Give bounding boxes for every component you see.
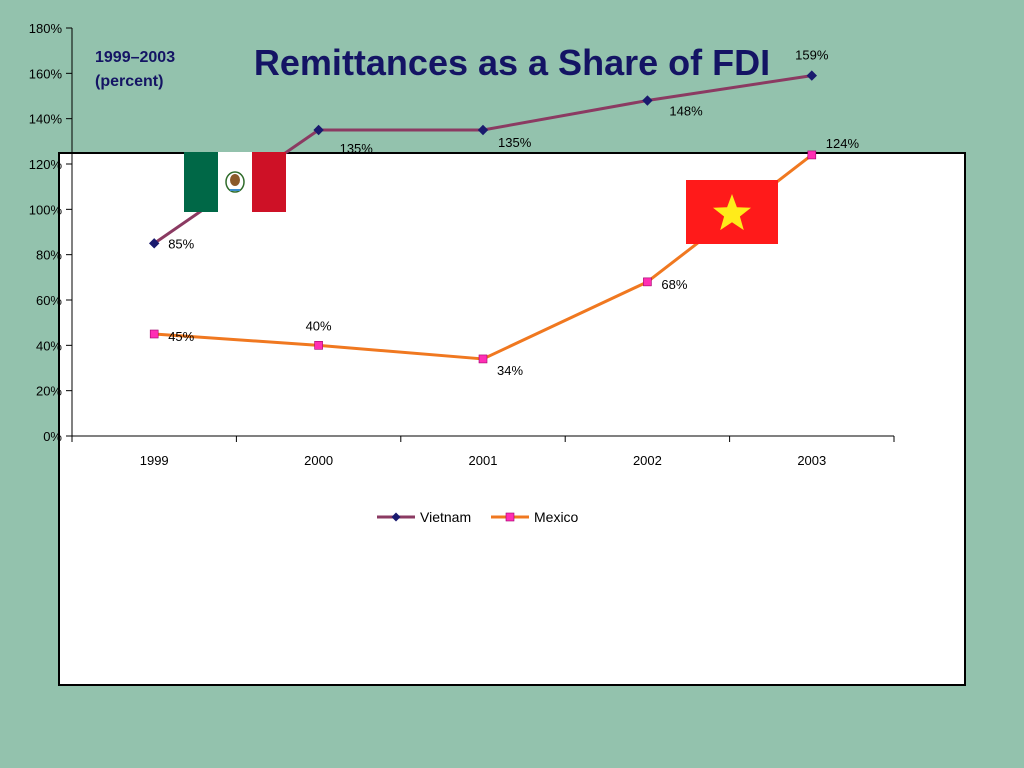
data-label-mexico: 124% [826, 136, 860, 151]
chart-frame [58, 152, 966, 686]
data-point-vietnam [477, 124, 489, 136]
chart-axes: 0% 20% 40% 60% 80% 100% 120% 140% 160% 180% 1999 20… [29, 21, 895, 468]
y-tick-label: 160% [29, 66, 63, 81]
slide-title: Remittances as a Share of FDI [253, 42, 771, 83]
data-label-vietnam: 159% [795, 48, 829, 63]
data-label-mexico: 68% [661, 277, 687, 292]
y-tick-label: 80% [36, 248, 62, 263]
mexico-coat-of-arms-icon [225, 171, 245, 193]
legend-label-mexico: Mexico [534, 509, 579, 525]
x-tick-label: 2000 [304, 453, 333, 468]
y-tick-label: 100% [29, 202, 63, 217]
y-tick-label: 140% [29, 112, 63, 127]
y-tick-label: 60% [36, 293, 62, 308]
inset-label-line-1: 1999–2003 [95, 49, 175, 66]
data-label-mexico: 45% [168, 329, 194, 344]
data-point-mexico [149, 329, 159, 339]
data-label-vietnam: 85% [168, 236, 194, 251]
data-point-vietnam [313, 124, 324, 136]
x-tick-label: 2002 [633, 453, 662, 468]
vietnam-flag [686, 180, 778, 244]
data-point-vietnam [806, 70, 818, 81]
data-label-vietnam: 135% [498, 135, 532, 150]
x-tick-label: 2003 [797, 453, 826, 468]
line-chart: 0% 20% 40% 60% 80% 100% 120% 140% 160% 180% 1999 20… [28, 21, 895, 532]
y-tick-label: 40% [36, 338, 62, 353]
x-tick-label: 2001 [469, 453, 498, 468]
mexico-flag [184, 152, 286, 212]
data-point-mexico [478, 354, 488, 364]
data-point-mexico [314, 341, 323, 350]
legend-marker-mexico [505, 512, 515, 522]
data-point-vietnam [148, 238, 160, 249]
y-tick-label: 0% [43, 429, 62, 444]
y-tick-label: 180% [29, 21, 63, 36]
inset-label-line-2: (percent) [95, 73, 163, 90]
inset-label: 1999–2003 (percent) [95, 49, 175, 90]
data-point-vietnam [642, 95, 653, 106]
data-point-mexico [643, 277, 652, 287]
y-tick-label: 120% [29, 157, 63, 172]
data-point-mexico [807, 150, 817, 160]
y-tick-label: 20% [36, 384, 62, 399]
data-label-mexico: 34% [497, 363, 523, 378]
chart-legend: Vietnam Mexico [370, 504, 590, 532]
data-label-vietnam: 135% [340, 141, 374, 156]
data-label-vietnam: 148% [669, 104, 703, 119]
legend-marker-vietnam [391, 512, 401, 522]
x-tick-label: 1999 [140, 453, 169, 468]
data-label-mexico: 40% [306, 318, 332, 333]
star-icon [713, 194, 751, 231]
legend-label-vietnam: Vietnam [420, 509, 471, 525]
